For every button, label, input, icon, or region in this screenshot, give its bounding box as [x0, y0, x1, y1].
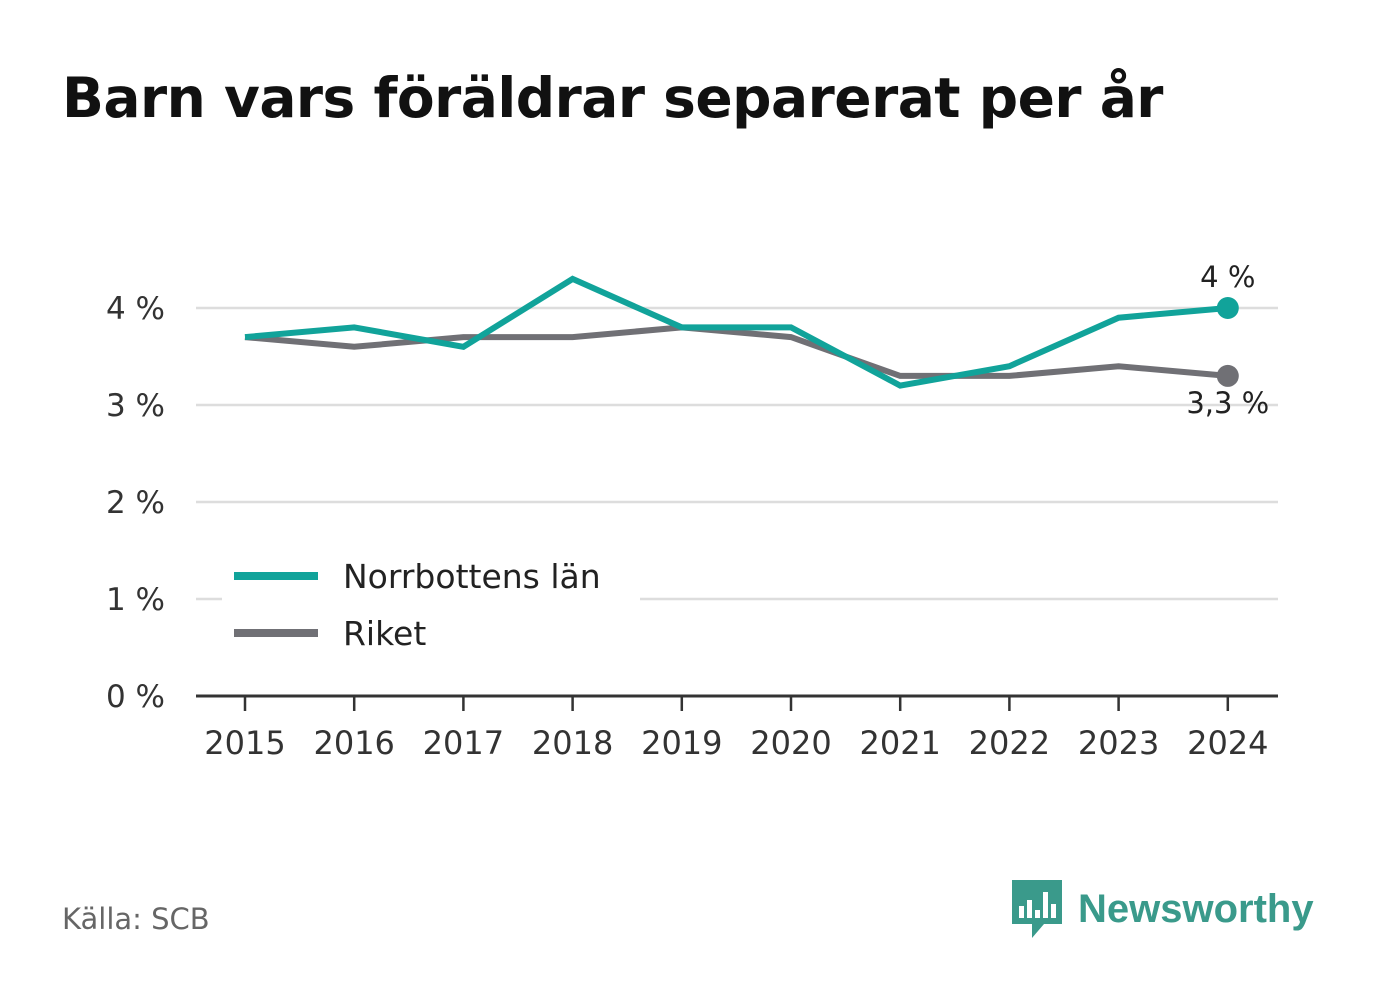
y-tick-label: 1 % [106, 582, 165, 618]
x-axis: 2015 2016 2017 2018 2019 2020 2021 2022 2023 2024 [196, 694, 1278, 762]
x-tick-label: 2020 [750, 724, 831, 762]
series [244, 275, 1239, 389]
y-tick-label: 0 % [106, 679, 165, 715]
x-tick-label: 2015 [204, 724, 285, 762]
legend-label: Norrbottens län [343, 557, 601, 596]
chart-title: Barn vars föräldrar separerat per år [62, 66, 1163, 130]
series-end-point [1216, 364, 1239, 387]
legend-label: Riket [343, 614, 426, 653]
end-labels: 4 % 3,3 % [1186, 260, 1269, 420]
y-axis-ticks: 0 % 1 % 2 % 3 % 4 % [106, 291, 165, 715]
x-tick-label: 2019 [641, 724, 722, 762]
series-end-point [1216, 297, 1239, 319]
x-tick-label: 2016 [313, 724, 394, 762]
end-value-label: 3,3 % [1186, 386, 1269, 420]
brand-logo: Newsworthy [1010, 878, 1314, 940]
series-line [244, 324, 1229, 379]
brand-name: Newsworthy [1078, 886, 1314, 931]
x-tick-label: 2022 [969, 724, 1050, 762]
y-tick-label: 3 % [106, 388, 165, 424]
source-note: Källa: SCB [62, 902, 210, 936]
y-tick-label: 2 % [106, 485, 165, 521]
bar-chart-speech-bubble-icon [1012, 880, 1062, 938]
x-tick-label: 2023 [1078, 724, 1159, 762]
x-tick-label: 2021 [859, 724, 940, 762]
y-tick-label: 4 % [106, 291, 165, 327]
x-tick-label: 2017 [423, 724, 504, 762]
end-value-label: 4 % [1200, 260, 1255, 294]
x-tick-label: 2024 [1187, 724, 1268, 762]
series-line [244, 275, 1229, 389]
legend-background [222, 548, 640, 660]
legend: Norrbottens län Riket [222, 548, 640, 660]
x-tick-label: 2018 [532, 724, 613, 762]
